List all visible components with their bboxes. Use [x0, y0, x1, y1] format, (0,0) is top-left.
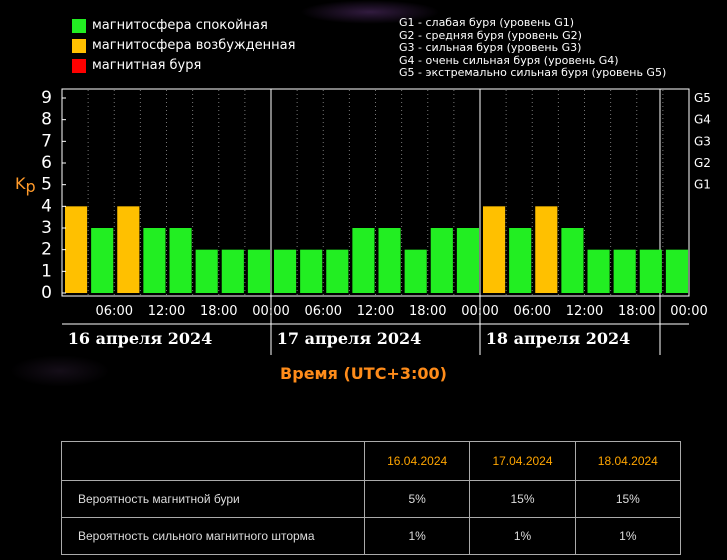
background-glow — [300, 0, 440, 24]
plot-frame — [61, 88, 690, 297]
y-tick-label: 3 — [41, 218, 52, 238]
kp-bar — [378, 228, 401, 293]
g-scale-label: G4 — [694, 113, 711, 127]
y-tick-label: 5 — [41, 175, 52, 195]
table-cell: 5% — [363, 480, 471, 518]
kp-bar — [326, 249, 349, 293]
legend-item-quiet: магнитосфера спокойная — [72, 16, 295, 36]
kp-bar — [65, 206, 88, 293]
y-tick-label: 9 — [41, 88, 52, 108]
kp-bar — [561, 228, 584, 293]
date-label: 16 апреля 2024 — [68, 329, 212, 348]
legend-swatch-storm — [72, 59, 86, 73]
g-scale-label: G5 — [694, 91, 711, 105]
kp-bar — [456, 228, 479, 293]
g-scale-legend: G1 - слабая буря (уровень G1) G2 - средн… — [399, 16, 667, 80]
kp-bar — [613, 249, 636, 293]
y-axis-title-k: K — [15, 174, 26, 193]
kp-bar — [143, 228, 166, 293]
table-header-cell: 16.04.2024 — [363, 441, 471, 481]
date-label: 17 апреля 2024 — [277, 329, 421, 348]
g-scale-label: G2 — [694, 156, 711, 170]
legend-item-storm: магнитная буря — [72, 56, 295, 76]
x-tick-label: 00:00 — [252, 304, 289, 319]
kp-bar — [91, 228, 114, 293]
g-scale-item: G3 - сильная буря (уровень G3) — [399, 41, 582, 55]
x-axis-title: Время (UTC+3:00) — [280, 364, 447, 383]
y-tick-label: 0 — [41, 283, 52, 303]
table-cell: 1% — [363, 517, 471, 555]
y-axis-title-p: p — [26, 177, 36, 196]
x-tick-label: 00:00 — [461, 304, 498, 319]
table-row: Вероятность магнитной бури 5% 15% 15% — [61, 480, 682, 518]
kp-bar — [195, 249, 218, 293]
kp-bar — [665, 249, 688, 293]
kp-bar — [300, 249, 323, 293]
date-label: 18 апреля 2024 — [486, 329, 630, 348]
y-tick-label: 2 — [41, 240, 52, 260]
x-tick-label: 06:00 — [305, 304, 342, 319]
kp-bar — [483, 206, 506, 293]
kp-legend: магнитосфера спокойная магнитосфера возб… — [72, 16, 295, 76]
kp-bar — [221, 249, 244, 293]
table-cell: 15% — [469, 480, 576, 518]
x-tick-label: 00:00 — [670, 304, 707, 319]
g-scale-item: G5 - экстремально сильная буря (уровень … — [399, 66, 667, 80]
table-cell: 15% — [574, 480, 682, 518]
x-tick-label: 18:00 — [200, 304, 237, 319]
y-tick-label: 1 — [41, 261, 52, 281]
y-tick-label: 7 — [41, 131, 52, 151]
legend-label: магнитосфера спокойная — [92, 18, 268, 33]
kp-bar — [169, 228, 192, 293]
x-tick-label: 12:00 — [357, 304, 394, 319]
legend-label: магнитная буря — [92, 58, 202, 73]
kp-bar — [352, 228, 375, 293]
g-scale-label: G3 — [694, 134, 711, 148]
table-row-label: Вероятность сильного магнитного шторма — [61, 517, 365, 555]
table-cell: 1% — [574, 517, 682, 555]
legend-swatch-quiet — [72, 19, 86, 33]
table-header-cell: 17.04.2024 — [469, 441, 576, 481]
legend-swatch-excited — [72, 39, 86, 53]
g-scale-item: G2 - средняя буря (уровень G2) — [399, 28, 582, 42]
background-glow — [10, 355, 110, 387]
kp-bar — [247, 249, 270, 293]
kp-bar — [430, 228, 453, 293]
legend-label: магнитосфера возбужденная — [92, 38, 296, 53]
y-tick-label: 4 — [41, 196, 52, 216]
kp-bar — [587, 249, 610, 293]
table-row: Вероятность сильного магнитного шторма 1… — [61, 517, 682, 555]
y-tick-label: 8 — [41, 110, 52, 130]
x-tick-label: 06:00 — [96, 304, 133, 319]
x-tick-label: 18:00 — [409, 304, 446, 319]
kp-bar — [509, 228, 532, 293]
y-axis-title: Kp — [15, 174, 36, 196]
g-scale-label: G1 — [694, 178, 711, 192]
legend-item-excited: магнитосфера возбужденная — [72, 36, 295, 56]
kp-bar — [274, 249, 297, 293]
x-tick-label: 06:00 — [514, 304, 551, 319]
table-row-label: Вероятность магнитной бури — [61, 480, 365, 518]
x-tick-label: 18:00 — [618, 304, 655, 319]
table-header-row: 16.04.2024 17.04.2024 18.04.2024 — [61, 441, 682, 481]
kp-bar — [404, 249, 427, 293]
kp-bar — [639, 249, 662, 293]
table-header-cell — [61, 441, 365, 481]
x-tick-label: 12:00 — [566, 304, 603, 319]
g-scale-item: G4 - очень сильная буря (уровень G4) — [399, 53, 619, 67]
storm-probability-table: 16.04.2024 17.04.2024 18.04.2024 Вероятн… — [61, 441, 682, 555]
x-tick-label: 12:00 — [148, 304, 185, 319]
y-tick-label: 6 — [41, 153, 52, 173]
kp-bar — [117, 206, 140, 293]
kp-bar — [535, 206, 558, 293]
table-header-cell: 18.04.2024 — [574, 441, 682, 481]
g-scale-item: G1 - слабая буря (уровень G1) — [399, 16, 575, 29]
table-cell: 1% — [469, 517, 576, 555]
